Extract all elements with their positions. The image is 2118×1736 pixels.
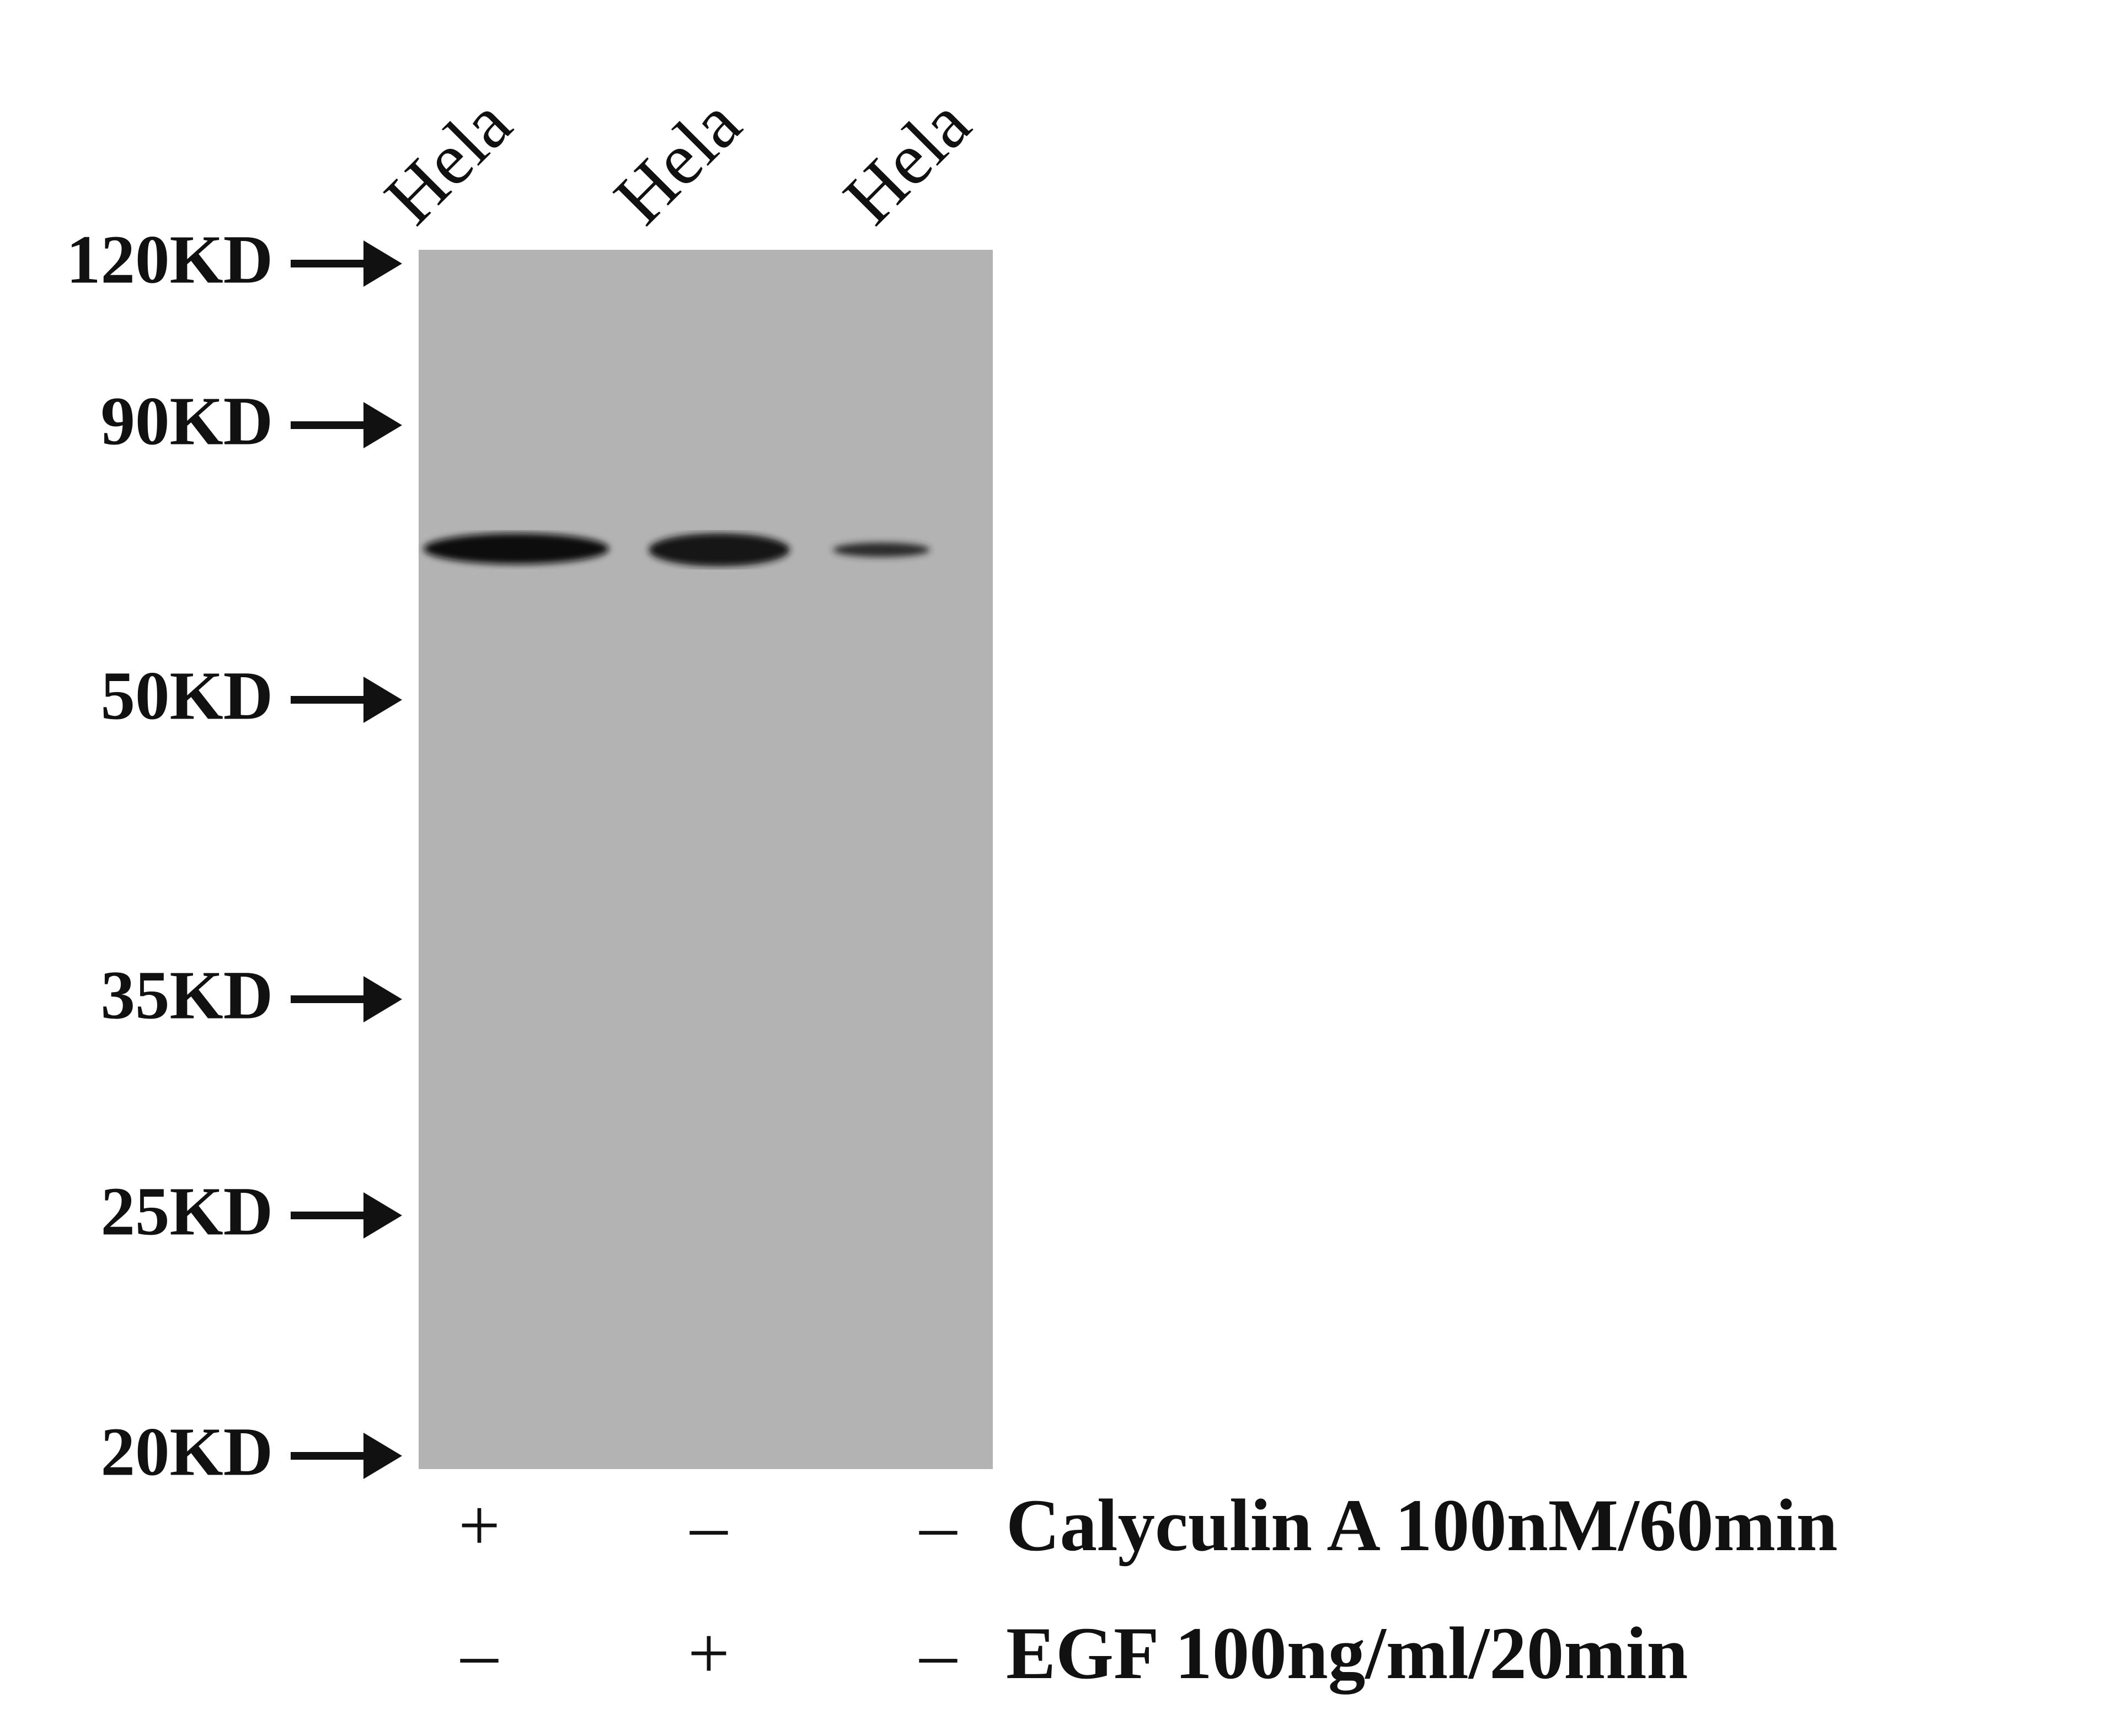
treatment-sign: – bbox=[460, 1612, 499, 1695]
marker-label: 35KD bbox=[101, 958, 274, 1034]
treatment-sign: + bbox=[688, 1612, 730, 1695]
band bbox=[833, 543, 930, 557]
marker-label: 120KD bbox=[66, 222, 273, 298]
bands bbox=[424, 533, 930, 566]
blot-membrane bbox=[419, 250, 993, 1469]
treatment-sign: + bbox=[458, 1485, 500, 1567]
band bbox=[649, 533, 790, 566]
treatment-label: Calyculin A 100nM/60min bbox=[1006, 1485, 1838, 1567]
treatment-sign: – bbox=[919, 1485, 958, 1567]
marker-label: 50KD bbox=[101, 658, 274, 735]
marker-label: 20KD bbox=[101, 1414, 274, 1491]
treatment-label: EGF 100ng/ml/20min bbox=[1006, 1612, 1688, 1695]
marker-label: 25KD bbox=[101, 1174, 274, 1250]
marker-label: 90KD bbox=[101, 384, 274, 460]
treatment-sign: – bbox=[919, 1612, 958, 1695]
band bbox=[424, 533, 609, 564]
treatment-sign: – bbox=[689, 1485, 728, 1567]
